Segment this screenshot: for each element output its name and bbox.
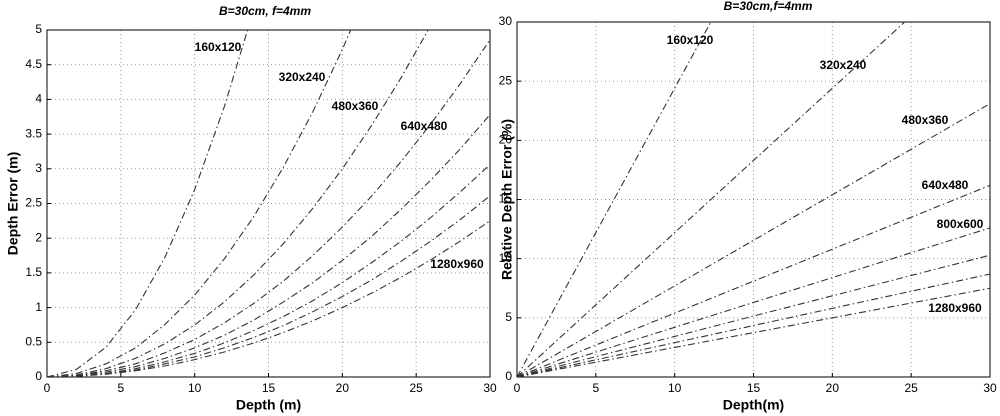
chart-title: B=30cm, f=4mm — [219, 4, 311, 18]
curve — [47, 114, 490, 377]
curve-label: 480x360 — [902, 113, 949, 127]
curve — [47, 220, 490, 377]
curve-label: 160x120 — [667, 33, 714, 47]
curve — [47, 195, 490, 377]
x-tick-label: 20 — [826, 381, 840, 395]
x-tick-label: 0 — [44, 381, 51, 395]
curve-label: 320x240 — [820, 58, 867, 72]
curve — [517, 22, 712, 377]
curve-label: 480x360 — [332, 99, 379, 113]
y-tick-label: 2 — [35, 230, 42, 244]
curve — [517, 273, 990, 377]
x-tick-label: 0 — [514, 381, 521, 395]
curve-label: 800x600 — [937, 217, 984, 231]
chart-title: B=30cm,f=4mm — [724, 0, 813, 13]
x-axis-label: Depth(m) — [723, 397, 784, 413]
y-tick-label: 3 — [35, 161, 42, 175]
y-tick-label: 1 — [35, 300, 42, 314]
curve-label: 160x120 — [195, 40, 242, 54]
y-tick-label: 10 — [499, 251, 513, 265]
y-tick-label: 30 — [499, 14, 513, 28]
curve — [47, 30, 249, 377]
chart: 0 5 10 15 20 25 30 0 5 10 15 20 25 30 160x120 320x240 48… — [499, 0, 997, 413]
y-tick-label: 20 — [499, 133, 513, 147]
x-tick-label: 5 — [117, 381, 124, 395]
curve-label: 1280x960 — [430, 257, 484, 271]
chart: 0 5 10 15 20 25 30 0 0.5 1 1.5 2 2.5 3 3.5 4 4.5 5 160x120… — [5, 4, 497, 413]
x-tick-label: 5 — [592, 381, 599, 395]
x-tick-label: 15 — [262, 381, 276, 395]
curve — [517, 103, 990, 377]
y-tick-label: 5 — [505, 310, 512, 324]
plot-frame — [46, 29, 491, 378]
x-tick-label: 30 — [983, 381, 997, 395]
plot-area — [47, 30, 490, 377]
curve — [517, 184, 990, 377]
x-tick-label: 30 — [483, 381, 497, 395]
y-axis-label: Depth Error (m) — [5, 152, 21, 255]
y-axis-label: Relative Depth Error (%) — [499, 119, 515, 280]
y-tick-label: 0.5 — [25, 334, 42, 348]
x-axis-label: Depth (m) — [236, 397, 301, 413]
curve — [517, 22, 906, 377]
x-tick-label: 25 — [904, 381, 918, 395]
x-tick-label: 10 — [668, 381, 682, 395]
y-tick-label: 4.5 — [25, 57, 42, 71]
y-tick-label: 4 — [35, 92, 42, 106]
curve-label: 640x480 — [401, 119, 448, 133]
curve — [517, 227, 990, 377]
curve — [47, 39, 490, 377]
y-tick-label: 0 — [35, 369, 42, 383]
curve-label: 320x240 — [279, 70, 326, 84]
x-tick-label: 20 — [336, 381, 350, 395]
x-tick-label: 10 — [188, 381, 202, 395]
y-tick-label: 2.5 — [25, 196, 42, 210]
y-tick-label: 0 — [505, 369, 512, 383]
plot-frame — [516, 21, 991, 378]
y-tick-label: 1.5 — [25, 265, 42, 279]
curve-label: 640x480 — [922, 178, 969, 192]
y-tick-label: 3.5 — [25, 126, 42, 140]
y-tick-label: 25 — [499, 73, 513, 87]
curve — [517, 254, 990, 377]
curve-label: 1280x960 — [928, 301, 982, 315]
curve — [47, 164, 490, 377]
x-tick-label: 25 — [409, 381, 423, 395]
y-tick-label: 15 — [499, 192, 513, 206]
y-tick-label: 5 — [35, 22, 42, 36]
x-tick-label: 15 — [747, 381, 761, 395]
